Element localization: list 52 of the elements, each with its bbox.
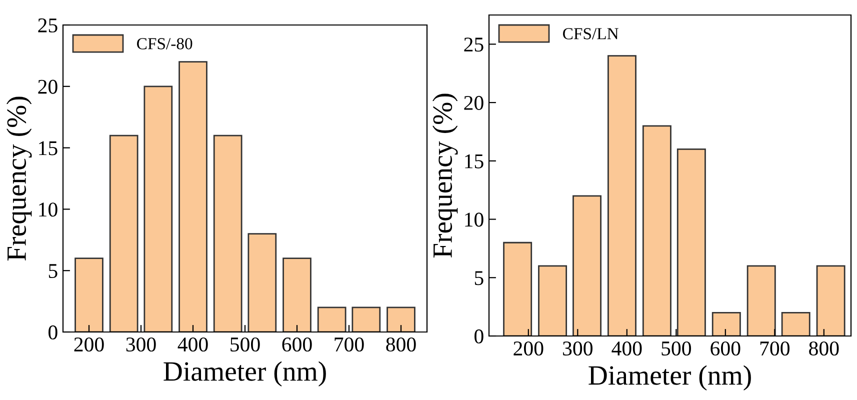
y-tick-label: 10: [39, 202, 58, 217]
x-tick-label: 400: [178, 337, 208, 352]
x-axis-title: Diameter (nm): [164, 361, 326, 386]
x-tick-label: 500: [230, 337, 260, 352]
bar: [712, 312, 741, 336]
y-tick-label: 15: [39, 141, 58, 156]
y-tick-label: 0: [48, 325, 58, 340]
bar: [642, 125, 672, 336]
y-tick-label: 15: [465, 154, 484, 168]
bar: [248, 233, 277, 332]
y-tick-label: 25: [464, 38, 484, 52]
bar: [607, 55, 636, 336]
x-tick-label: 600: [710, 341, 740, 356]
bar: [676, 148, 706, 336]
bar: [213, 134, 242, 332]
bar: [352, 306, 381, 332]
bar: [572, 195, 602, 336]
x-tick-label: 300: [126, 337, 156, 352]
bar: [317, 306, 346, 332]
y-axis-title: Frequency (%): [432, 94, 458, 258]
x-tick-label: 500: [662, 341, 691, 356]
bar: [816, 265, 846, 336]
y-tick-label: 10: [465, 212, 484, 227]
bar: [746, 265, 776, 336]
bar: [386, 306, 416, 332]
x-tick-label: 300: [563, 341, 592, 356]
y-tick-label: 25: [38, 18, 58, 32]
bar: [282, 258, 312, 332]
x-tick-label: 200: [514, 341, 544, 356]
y-tick-label: 5: [474, 271, 484, 286]
y-axis-title: Frequency (%): [6, 96, 32, 261]
x-axis-title: Diameter (nm): [588, 365, 751, 390]
y-tick-label: 5: [48, 264, 58, 278]
bar: [144, 86, 173, 332]
bar: [781, 312, 810, 336]
x-tick-label: 700: [760, 341, 790, 356]
bar: [538, 265, 568, 336]
x-tick-label: 400: [612, 341, 642, 356]
bar: [503, 242, 532, 336]
x-tick-label: 200: [74, 337, 104, 352]
y-tick-label: 20: [464, 96, 484, 110]
y-tick-label: 20: [38, 80, 58, 94]
x-tick-label: 800: [386, 337, 416, 352]
x-tick-label: 800: [809, 341, 839, 356]
y-tick-label: 0: [474, 329, 484, 344]
bar: [109, 134, 138, 332]
x-tick-label: 600: [282, 337, 312, 352]
legend-label: CFS/-80: [137, 38, 192, 50]
legend-label: CFS/LN: [563, 28, 618, 40]
bar: [178, 61, 208, 332]
x-tick-label: 700: [334, 337, 364, 352]
bar: [74, 258, 104, 332]
